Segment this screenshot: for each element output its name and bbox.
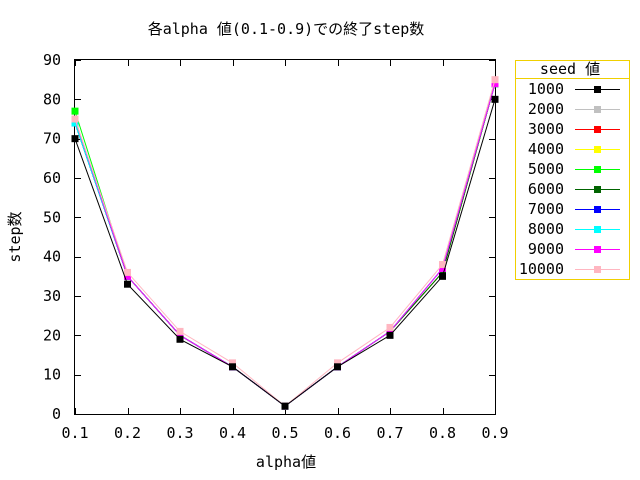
y-tick-label: 40 xyxy=(43,248,61,266)
data-point xyxy=(229,359,236,367)
legend-items: 1000 2000 3000 4000 5000 6000 7000 8000 9000 1000… xyxy=(519,80,620,278)
y-tick-label: 80 xyxy=(43,90,61,108)
data-point xyxy=(439,264,446,272)
x-tick-label: 0.6 xyxy=(324,424,351,442)
y-tick-label: 20 xyxy=(43,326,61,344)
data-point xyxy=(176,335,184,343)
legend-label: 10000 xyxy=(519,260,564,278)
series-line xyxy=(74,83,496,407)
series-8000 xyxy=(71,80,499,410)
series-2000 xyxy=(71,80,499,410)
x-tick-label: 0.8 xyxy=(429,424,456,442)
data-point xyxy=(124,272,131,280)
y-tick-label: 30 xyxy=(43,287,61,305)
data-point xyxy=(439,268,446,276)
y-tick-label: 0 xyxy=(52,405,61,423)
x-tick-label: 0.2 xyxy=(114,424,141,442)
x-axis-label: alpha値 xyxy=(256,453,316,471)
series-line xyxy=(74,83,496,407)
series-line xyxy=(74,83,496,407)
data-point xyxy=(71,115,79,123)
x-tick-label: 0.5 xyxy=(271,424,298,442)
legend-marker xyxy=(594,126,601,133)
legend-marker xyxy=(594,166,601,173)
y-tick-label: 10 xyxy=(43,366,61,384)
legend-label: 8000 xyxy=(528,220,564,238)
legend-label: 5000 xyxy=(528,160,564,178)
plot-frame xyxy=(74,59,496,415)
data-point xyxy=(176,331,184,339)
data-point xyxy=(71,135,79,143)
legend-marker xyxy=(594,186,601,193)
x-tick-label: 0.7 xyxy=(376,424,403,442)
data-point xyxy=(439,261,446,269)
legend-marker xyxy=(594,86,601,93)
x-axis: 0.1 0.2 0.3 0.4 0.5 0.6 0.7 0.8 0.9 xyxy=(61,60,509,442)
legend-label: 1000 xyxy=(528,80,564,98)
data-point xyxy=(229,363,236,371)
y-tick-label: 90 xyxy=(43,51,61,69)
series-line xyxy=(74,83,496,407)
data-point xyxy=(386,327,394,335)
y-tick-label: 50 xyxy=(43,208,61,226)
legend-label: 2000 xyxy=(528,100,564,118)
series-line xyxy=(74,83,496,407)
series-3000 xyxy=(71,80,499,410)
data-point xyxy=(491,95,499,103)
x-tick-label: 0.4 xyxy=(219,424,246,442)
series-line xyxy=(74,99,496,407)
data-point xyxy=(334,363,341,371)
legend-marker xyxy=(594,206,601,213)
series-5000 xyxy=(71,80,499,410)
legend-marker xyxy=(594,226,601,233)
series-group xyxy=(71,76,499,410)
data-point xyxy=(124,280,131,288)
x-tick-label: 0.9 xyxy=(481,424,508,442)
series-6000 xyxy=(71,80,499,410)
data-point xyxy=(491,76,499,84)
data-point xyxy=(71,119,79,127)
legend-marker xyxy=(594,246,601,253)
series-1000 xyxy=(71,95,499,410)
data-point xyxy=(439,272,446,280)
y-tick-label: 60 xyxy=(43,169,61,187)
data-point xyxy=(71,107,79,115)
series-line xyxy=(74,83,496,407)
data-point xyxy=(124,268,131,276)
y-axis-label: step数 xyxy=(6,211,24,262)
legend-marker xyxy=(594,146,601,153)
data-point xyxy=(334,359,341,367)
series-7000 xyxy=(71,80,499,410)
series-line xyxy=(74,83,496,407)
chart-title: 各alpha 値(0.1-0.9)での終了step数 xyxy=(148,20,425,38)
legend-label: 6000 xyxy=(528,180,564,198)
legend-marker xyxy=(594,106,601,113)
series-line xyxy=(74,79,496,407)
x-tick-label: 0.1 xyxy=(61,424,88,442)
data-point xyxy=(281,402,289,410)
legend-marker xyxy=(594,266,601,273)
data-point xyxy=(386,331,394,339)
x-tick-label: 0.3 xyxy=(166,424,193,442)
data-point xyxy=(176,327,184,335)
series-line xyxy=(74,83,496,407)
legend: seed 値 1000 2000 3000 4000 5000 6000 7000 8000 9… xyxy=(515,60,630,280)
y-axis: 0 10 20 30 40 50 60 70 80 90 xyxy=(43,51,495,423)
legend-label: 9000 xyxy=(528,240,564,258)
legend-label: 3000 xyxy=(528,120,564,138)
legend-label: 7000 xyxy=(528,200,564,218)
legend-label: 4000 xyxy=(528,140,564,158)
series-9000 xyxy=(71,80,499,410)
legend-title: seed 値 xyxy=(540,60,600,78)
series-10000 xyxy=(71,76,499,410)
y-tick-label: 70 xyxy=(43,130,61,148)
series-4000 xyxy=(71,80,499,410)
data-point xyxy=(386,323,394,331)
data-point xyxy=(491,80,499,88)
